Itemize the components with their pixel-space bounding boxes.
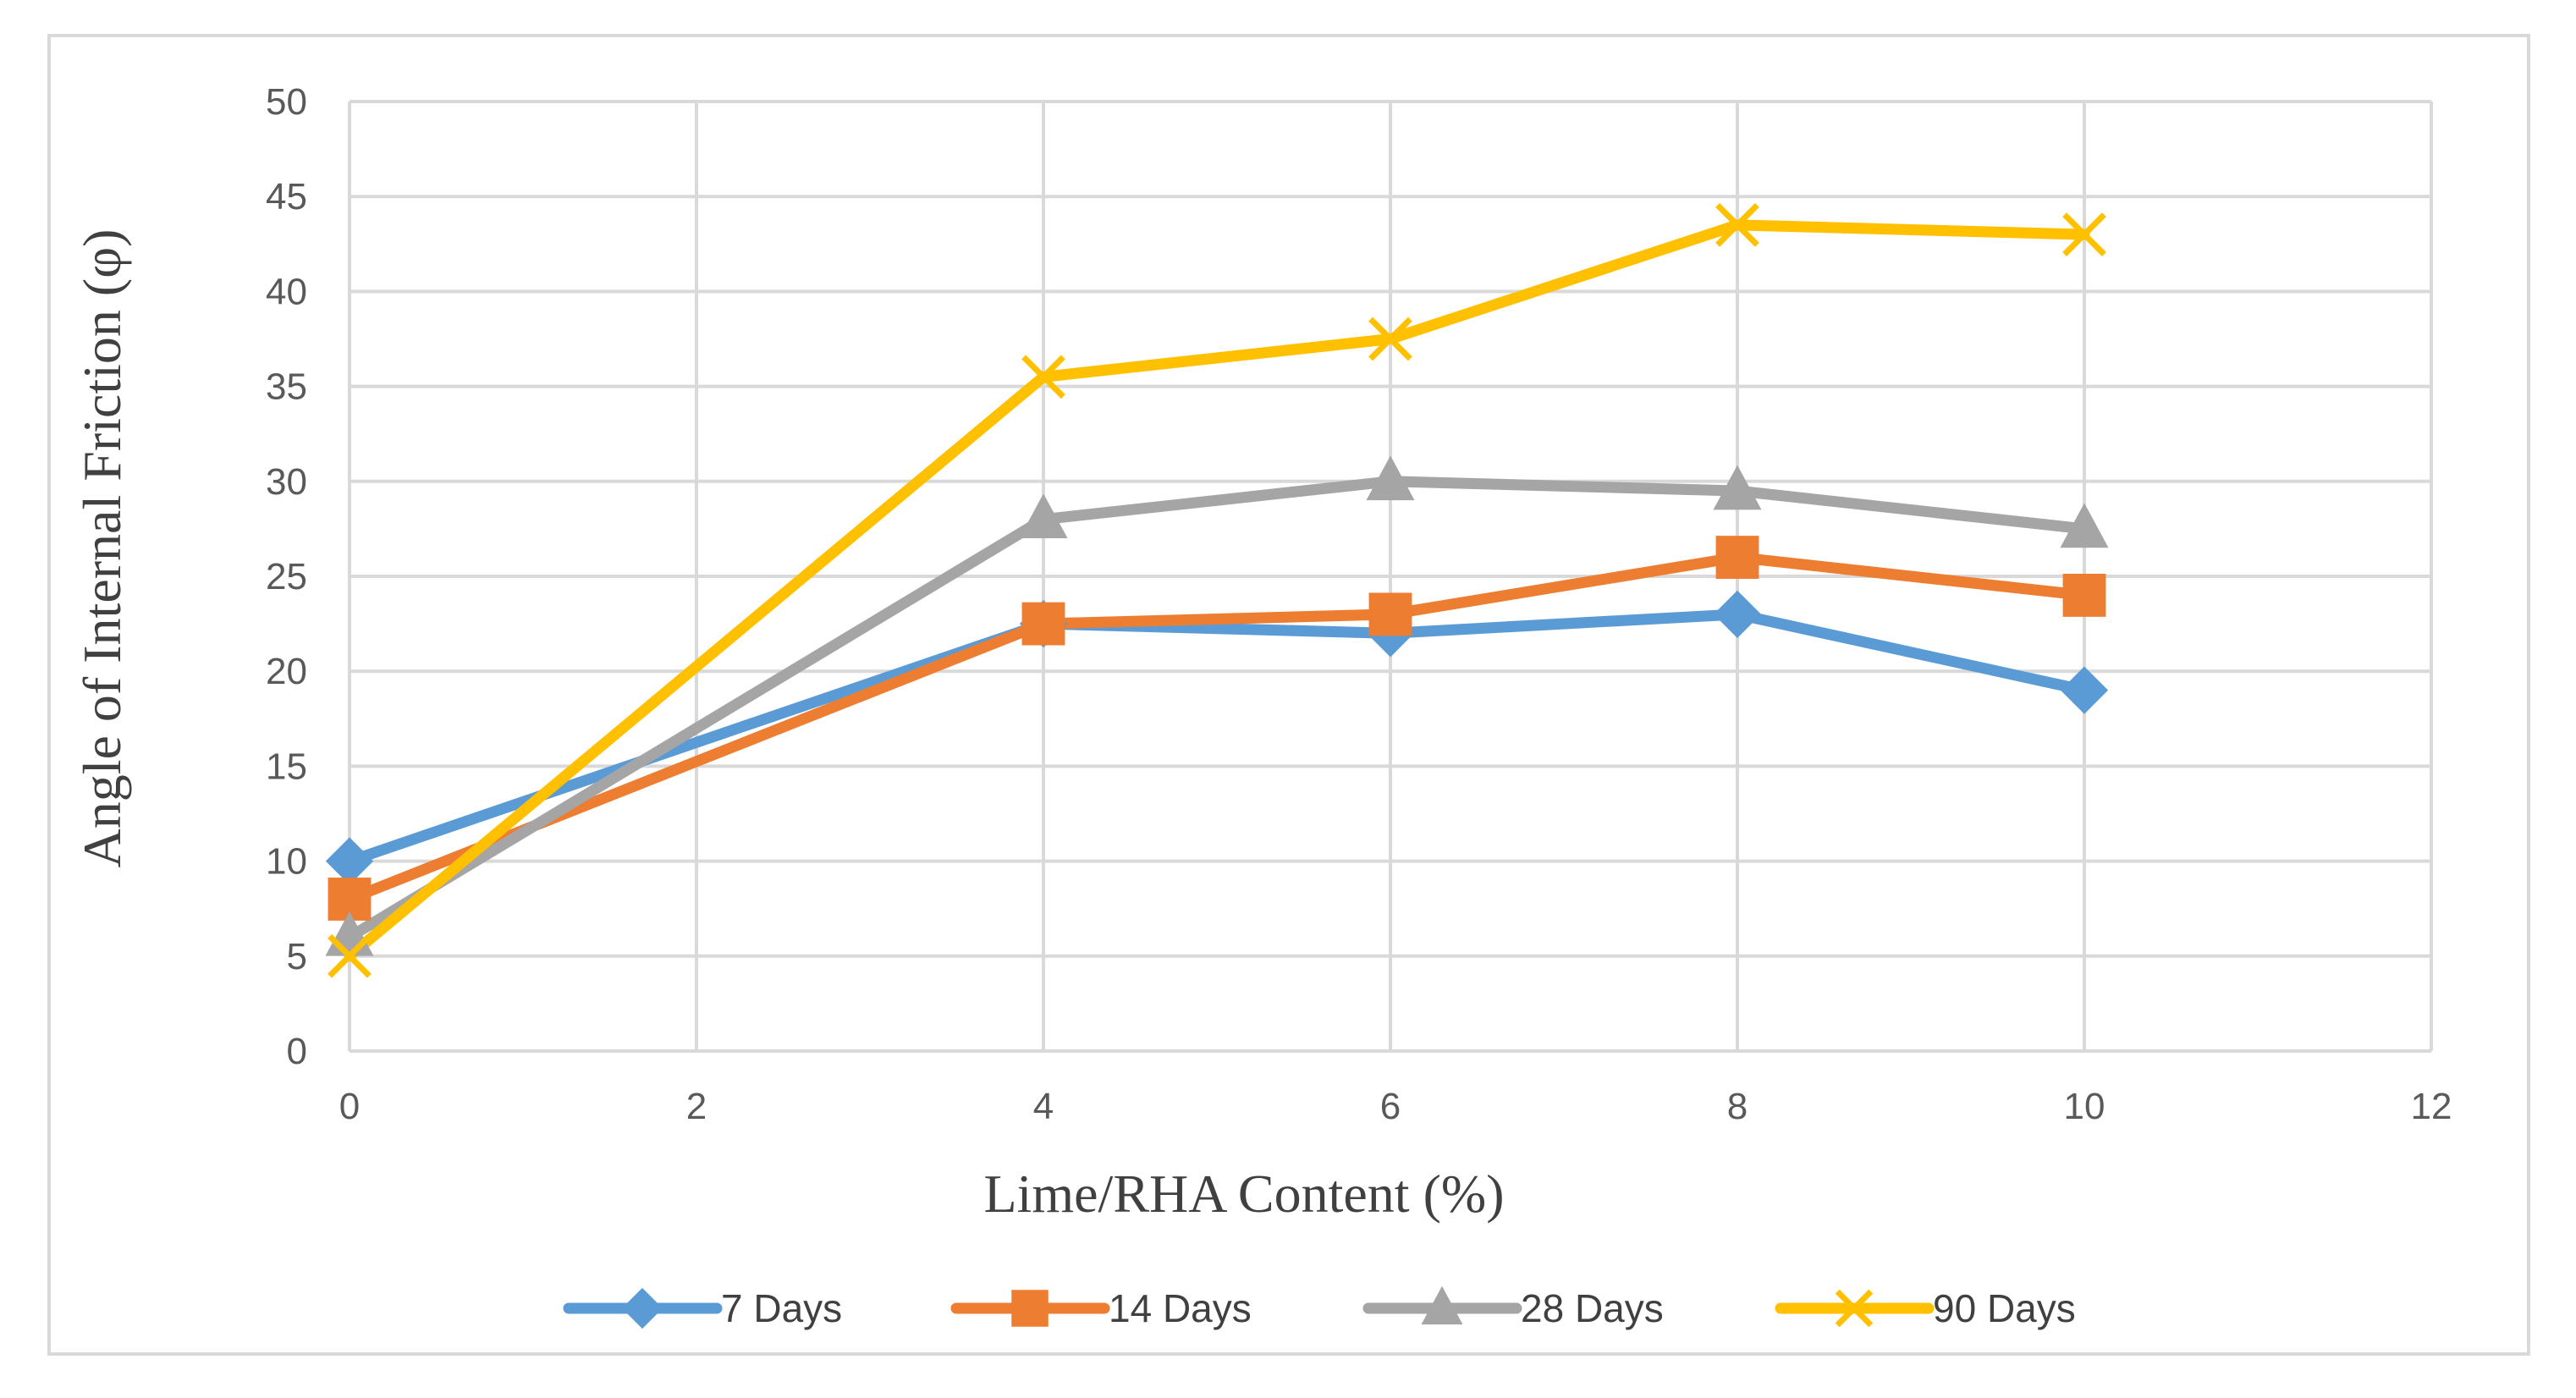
y-tick-label-35: 35 — [266, 366, 307, 408]
y-axis-tick-labels: 0 5 10 15 20 25 30 35 40 45 50 — [266, 81, 307, 1072]
data-point-7-days-x10 — [2060, 666, 2109, 714]
data-point-90-days-x6 — [1368, 316, 1412, 361]
data-point-28-days-x8 — [1713, 465, 1762, 510]
data-point-14-days-x10 — [2062, 574, 2106, 617]
legend-marker-7-days — [621, 1287, 663, 1329]
legend-marker-14-days — [1011, 1290, 1049, 1327]
data-point-28-days-x4 — [1019, 493, 1068, 538]
data-point-90-days-x0 — [328, 933, 372, 978]
y-tick-label-40: 40 — [266, 271, 307, 312]
x-tick-label-4: 4 — [1033, 1086, 1054, 1127]
y-tick-label-25: 25 — [266, 556, 307, 597]
series-markers — [325, 202, 2109, 978]
data-point-14-days-x8 — [1715, 536, 1759, 579]
x-tick-label-10: 10 — [2064, 1086, 2105, 1127]
data-point-14-days-x6 — [1368, 592, 1412, 636]
x-axis-title: Lime/RHA Content (%) — [983, 1164, 1504, 1224]
data-point-14-days-x4 — [1021, 602, 1065, 646]
x-axis-tick-labels: 0 2 4 6 8 10 12 — [339, 1086, 2452, 1127]
legend-label-7-days: 7 Days — [721, 1286, 842, 1330]
y-tick-label-10: 10 — [266, 841, 307, 883]
x-tick-label-12: 12 — [2411, 1086, 2452, 1127]
y-tick-label-45: 45 — [266, 176, 307, 217]
y-axis-title: Angle of Internal Friction (φ) — [72, 229, 132, 868]
x-tick-label-6: 6 — [1380, 1086, 1401, 1127]
chart-frame — [47, 34, 2530, 1356]
y-tick-label-50: 50 — [266, 81, 307, 123]
legend-label-28-days: 28 Days — [1521, 1286, 1664, 1330]
legend-label-90-days: 90 Days — [1933, 1286, 2076, 1330]
y-tick-label-20: 20 — [266, 651, 307, 692]
y-tick-label-30: 30 — [266, 461, 307, 503]
y-tick-label-0: 0 — [287, 1031, 307, 1072]
data-point-28-days-x6 — [1366, 455, 1415, 501]
legend-marker-90-days — [1835, 1289, 1874, 1328]
x-tick-label-2: 2 — [686, 1086, 707, 1127]
legend-item-90-days: 90 Days — [1775, 1286, 2076, 1330]
legend-marker-28-days — [1421, 1285, 1463, 1325]
y-tick-label-5: 5 — [287, 936, 307, 977]
legend-label-14-days: 14 Days — [1109, 1286, 1252, 1330]
legend-item-14-days: 14 Days — [950, 1286, 1252, 1330]
legend-item-28-days: 28 Days — [1362, 1285, 1664, 1330]
x-tick-label-8: 8 — [1727, 1086, 1748, 1127]
legend-item-7-days: 7 Days — [563, 1286, 842, 1330]
legend: 7 Days 14 Days 28 Days 90 Days — [563, 1285, 2076, 1330]
data-point-28-days-x10 — [2060, 503, 2109, 548]
data-point-90-days-x8 — [1715, 202, 1759, 247]
grid — [348, 100, 2433, 1053]
data-point-7-days-x8 — [1713, 590, 1762, 639]
data-point-90-days-x4 — [1021, 355, 1065, 399]
x-tick-label-0: 0 — [339, 1086, 360, 1127]
data-point-90-days-x10 — [2062, 212, 2106, 256]
y-tick-label-15: 15 — [266, 746, 307, 787]
